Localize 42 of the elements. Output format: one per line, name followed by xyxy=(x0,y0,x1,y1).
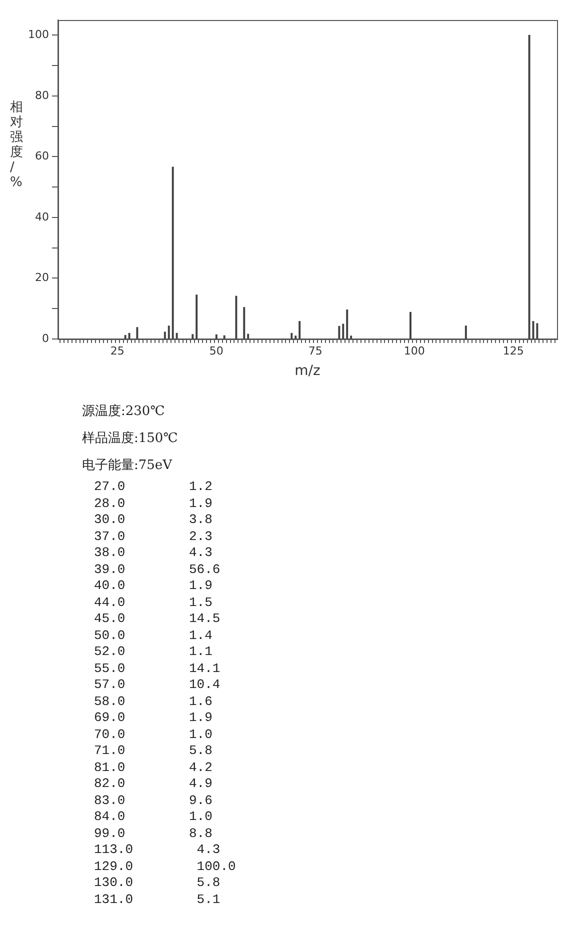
y-tick-label: 20 xyxy=(35,271,49,284)
text: 130.0 5.8 xyxy=(94,875,222,892)
text: 55.0 14.1 xyxy=(94,660,222,677)
text: 69.0 1.9 xyxy=(94,710,214,726)
y-tick-label: 60 xyxy=(35,150,49,163)
text: 30.0 3.8 xyxy=(94,512,214,528)
x-tick-label: 50 xyxy=(209,344,224,358)
y-tick-label: 80 xyxy=(35,88,49,102)
y-tick-label: 100 xyxy=(28,28,49,42)
text: 38.0 4.3 xyxy=(94,545,214,562)
x-tick-label: 125 xyxy=(502,344,524,358)
text: 84.0 1.0 xyxy=(94,809,214,826)
text: 45.0 14.5 xyxy=(94,611,222,628)
text: 44.0 1.5 xyxy=(94,594,214,611)
text: 113.0 4.3 xyxy=(94,842,222,858)
text: 源温度:230℃ xyxy=(82,403,166,421)
text: 70.0 1.0 xyxy=(94,726,214,743)
text: 电子能量:75eV xyxy=(82,457,174,475)
y-tick-label: 0 xyxy=(42,332,49,345)
x-axis-title: m/z xyxy=(294,363,320,380)
text: 39.0 56.6 xyxy=(94,562,222,578)
x-tick-label: 75 xyxy=(308,344,322,358)
y-axis-title: 相对强度/% xyxy=(10,100,23,190)
text: 52.0 1.1 xyxy=(94,644,214,660)
text: 37.0 2.3 xyxy=(94,528,214,545)
text: 27.0 1.2 xyxy=(94,479,214,496)
text: 131.0 5.1 xyxy=(94,892,222,908)
text: 50.0 1.4 xyxy=(94,628,214,644)
x-tick-label: 100 xyxy=(404,344,425,358)
x-tick-label: 25 xyxy=(110,344,124,358)
text: 99.0 8.8 xyxy=(94,826,214,842)
text: 129.0 100.0 xyxy=(94,858,237,875)
text: 71.0 5.8 xyxy=(94,743,214,760)
y-tick-label: 40 xyxy=(35,210,49,224)
text: 58.0 1.6 xyxy=(94,694,214,710)
text: 样品温度:150℃ xyxy=(82,430,179,448)
text: 81.0 4.2 xyxy=(94,760,214,776)
text: 82.0 4.9 xyxy=(94,776,214,792)
text: 28.0 1.9 xyxy=(94,496,214,512)
text: 83.0 9.6 xyxy=(94,792,214,809)
text: 40.0 1.9 xyxy=(94,578,214,594)
text: 57.0 10.4 xyxy=(94,677,222,694)
